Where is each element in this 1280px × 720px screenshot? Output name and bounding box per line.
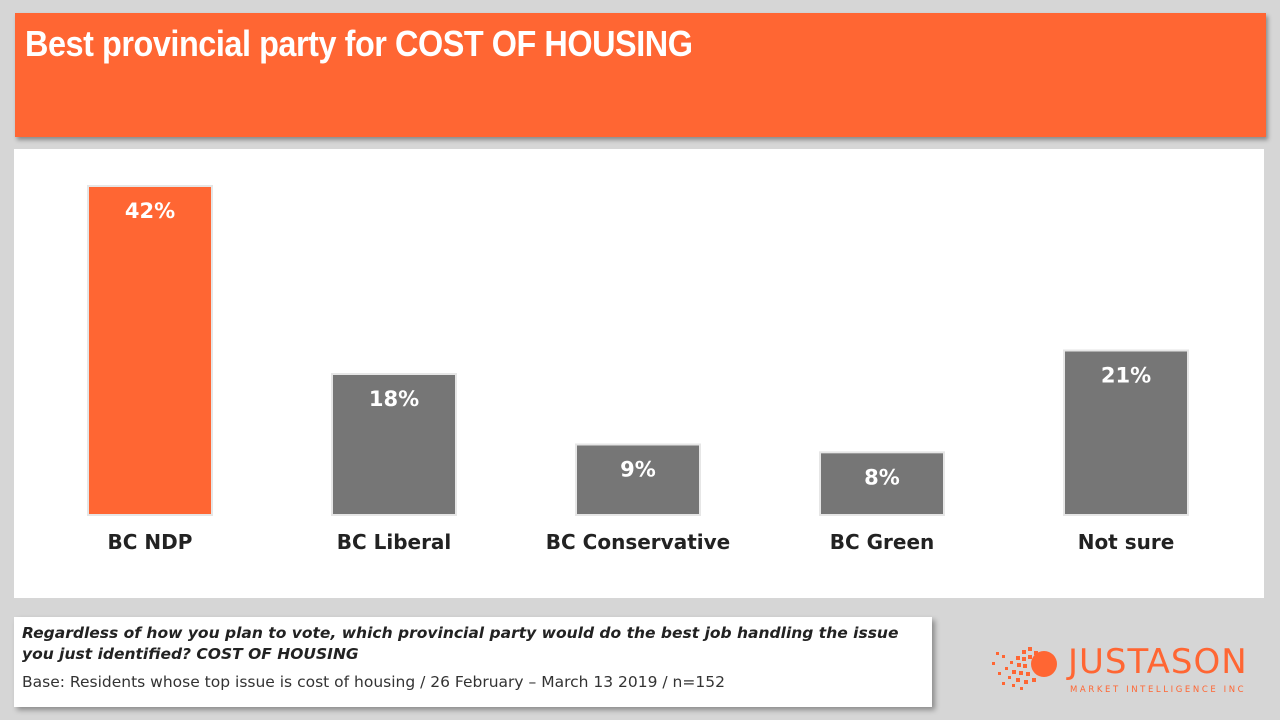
page-title: Best provincial party for COST OF HOUSIN…	[25, 23, 693, 64]
bar-bc-liberal	[331, 373, 457, 516]
category-label: Not sure	[1078, 530, 1175, 554]
question-footnote: Regardless of how you plan to vote, whic…	[14, 617, 932, 707]
category-label: BC Liberal	[337, 530, 452, 554]
survey-question: Regardless of how you plan to vote, whic…	[22, 624, 899, 663]
logo-name: JUSTASON	[1068, 642, 1248, 682]
chart-panel: 42% BC NDP 18% BC Liberal 9% BC Conservative 8…	[14, 149, 1264, 598]
category-label: BC Conservative	[546, 530, 730, 554]
bar-bc-conservative	[575, 443, 701, 516]
logo-mark-icon	[992, 647, 1057, 690]
data-label: 8%	[864, 465, 900, 489]
title-banner: Best provincial party for COST OF HOUSIN…	[15, 13, 1266, 137]
bar-bc-ndp	[87, 185, 213, 516]
survey-base: Base: Residents whose top issue is cost …	[22, 673, 725, 691]
bar-chart: 42% BC NDP 18% BC Liberal 9% BC Conservative 8…	[87, 185, 1189, 554]
data-label: 21%	[1101, 364, 1151, 388]
bar-bc-green	[819, 451, 945, 517]
justason-logo: JUSTASON MARKET INTELLIGENCE INC	[990, 642, 1270, 702]
data-label: 42%	[125, 199, 175, 223]
bar-not-sure	[1063, 349, 1189, 516]
category-label: BC NDP	[108, 530, 193, 554]
category-label: BC Green	[830, 530, 935, 554]
logo-tagline: MARKET INTELLIGENCE INC	[1070, 685, 1247, 695]
data-label: 9%	[620, 458, 656, 482]
data-label: 18%	[369, 387, 419, 411]
